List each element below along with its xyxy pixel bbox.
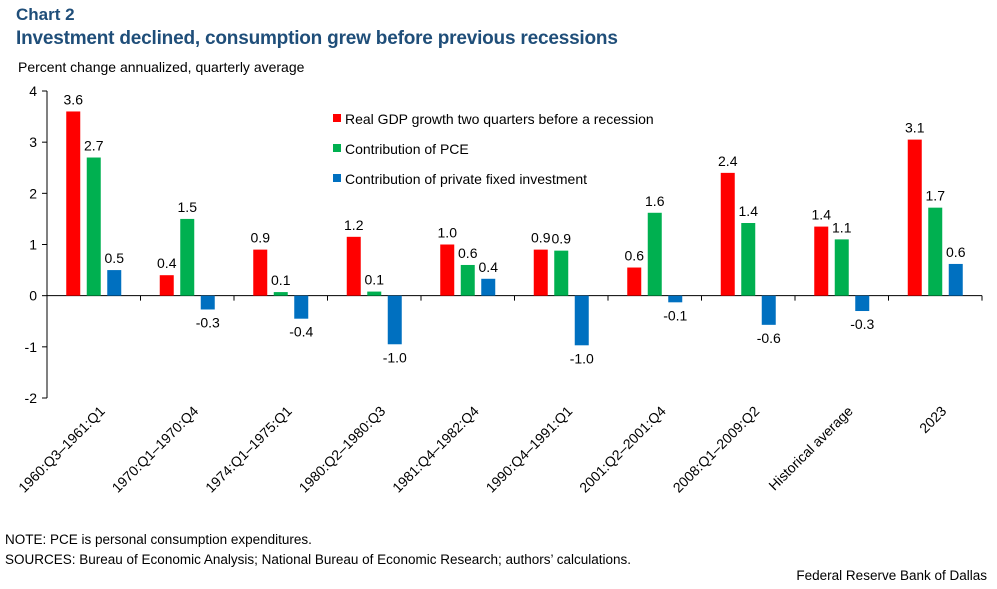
data-label: 0.1 (365, 272, 385, 288)
data-label: -0.1 (663, 307, 687, 323)
data-label: 0.6 (458, 245, 478, 261)
chart-sources: SOURCES: Bureau of Economic Analysis; Na… (5, 552, 632, 567)
data-label: 0.4 (157, 255, 177, 271)
data-label: 0.9 (552, 231, 572, 247)
bar-investment (948, 263, 963, 296)
data-label: 1.1 (832, 219, 852, 235)
data-label: 3.1 (905, 120, 925, 136)
y-tick-label: 0 (29, 288, 37, 304)
bar-investment (294, 295, 309, 319)
data-label: -1.0 (570, 350, 594, 366)
bar-gdp (66, 111, 81, 296)
bar-investment (481, 278, 496, 296)
data-label: 1.5 (178, 199, 198, 215)
bar-pce (180, 218, 195, 296)
data-label: 1.4 (739, 203, 759, 219)
bar-gdp (814, 226, 829, 296)
chart-title: Investment declined, consumption grew be… (16, 28, 618, 49)
category-label: 1981:Q4–1982:Q4 (389, 403, 482, 496)
source-credit: Federal Reserve Bank of Dallas (796, 568, 987, 583)
bar-pce (554, 250, 569, 296)
bar-gdp (627, 267, 642, 296)
bar-pce (86, 157, 101, 296)
y-tick-label: -1 (25, 339, 38, 355)
data-label: -0.3 (196, 314, 220, 330)
bar-gdp (533, 249, 548, 296)
data-label: 0.1 (271, 272, 291, 288)
bar-gdp (346, 236, 361, 296)
y-tick-label: 3 (29, 134, 37, 150)
legend-label: Contribution of private fixed investment (345, 171, 587, 187)
data-label: -0.3 (850, 316, 874, 332)
y-axis-units: Percent change annualized, quarterly ave… (18, 59, 305, 75)
category-label: 2008:Q1–2009:Q2 (670, 403, 763, 496)
data-label: 0.6 (625, 248, 645, 264)
y-tick-label: -2 (25, 390, 38, 406)
data-label: -0.4 (289, 324, 313, 340)
legend-swatch (333, 114, 341, 122)
data-label: -1.0 (383, 349, 407, 365)
data-label: 1.2 (344, 217, 364, 233)
bar-investment (668, 295, 683, 303)
chart-label: Chart 2 (16, 5, 75, 24)
bar-pce (273, 292, 288, 296)
bar-pce (647, 212, 662, 296)
data-label: 1.0 (438, 225, 458, 241)
bar-gdp (159, 275, 174, 296)
y-tick-label: 2 (29, 185, 37, 201)
legend-swatch (333, 144, 341, 152)
bar-gdp (253, 249, 268, 296)
category-label: 1970:Q1–1970:Q4 (109, 403, 202, 496)
category-label: 1960:Q3–1961:Q1 (15, 403, 108, 496)
bar-pce (367, 291, 382, 296)
bar-pce (460, 264, 475, 296)
data-label: 1.6 (645, 193, 665, 209)
data-label: 1.4 (812, 207, 832, 223)
bar-investment (107, 270, 122, 296)
chart-note: NOTE: PCE is personal consumption expend… (5, 532, 312, 547)
data-label: 0.5 (105, 250, 125, 266)
legend-label: Real GDP growth two quarters before a re… (345, 111, 654, 127)
bar-gdp (440, 244, 455, 296)
y-tick-label: 1 (29, 237, 37, 253)
bar-gdp (720, 172, 735, 296)
category-label: 1990:Q4–1991:Q1 (483, 403, 576, 496)
data-label: 1.7 (926, 188, 946, 204)
data-label: 3.6 (64, 91, 84, 107)
data-label: 2.7 (84, 138, 104, 154)
bar-investment (761, 295, 776, 325)
bar-investment (855, 295, 870, 312)
bar-investment (200, 295, 215, 310)
bar-pce (741, 223, 756, 296)
legend-label: Contribution of PCE (345, 141, 469, 157)
category-label: Historical average (765, 403, 856, 494)
data-label: 0.6 (946, 244, 966, 260)
data-label: 2.4 (718, 153, 738, 169)
data-label: -0.6 (757, 330, 781, 346)
y-tick-label: 4 (29, 83, 37, 99)
legend-swatch (333, 174, 341, 182)
category-label: 1980:Q2–1980:Q3 (296, 403, 389, 496)
bar-investment (574, 295, 589, 346)
category-label: 1974:Q1–1975:Q1 (202, 403, 295, 496)
bar-pce (834, 239, 849, 296)
category-label: 2023 (916, 403, 949, 436)
bar-investment (387, 295, 402, 345)
data-label: 0.4 (479, 259, 499, 275)
bar-chart: -2 -1 0 1 2 3 4 3.6 0.4 0.9 1.2 1.0 0.9 0.6 2.4 1.4 3.1 2… (15, 83, 983, 496)
category-label: 2001:Q2–2001:Q4 (576, 403, 669, 496)
bar-pce (928, 207, 943, 296)
data-label: 0.9 (531, 230, 551, 246)
data-label: 0.9 (251, 230, 271, 246)
bar-gdp (907, 139, 922, 296)
